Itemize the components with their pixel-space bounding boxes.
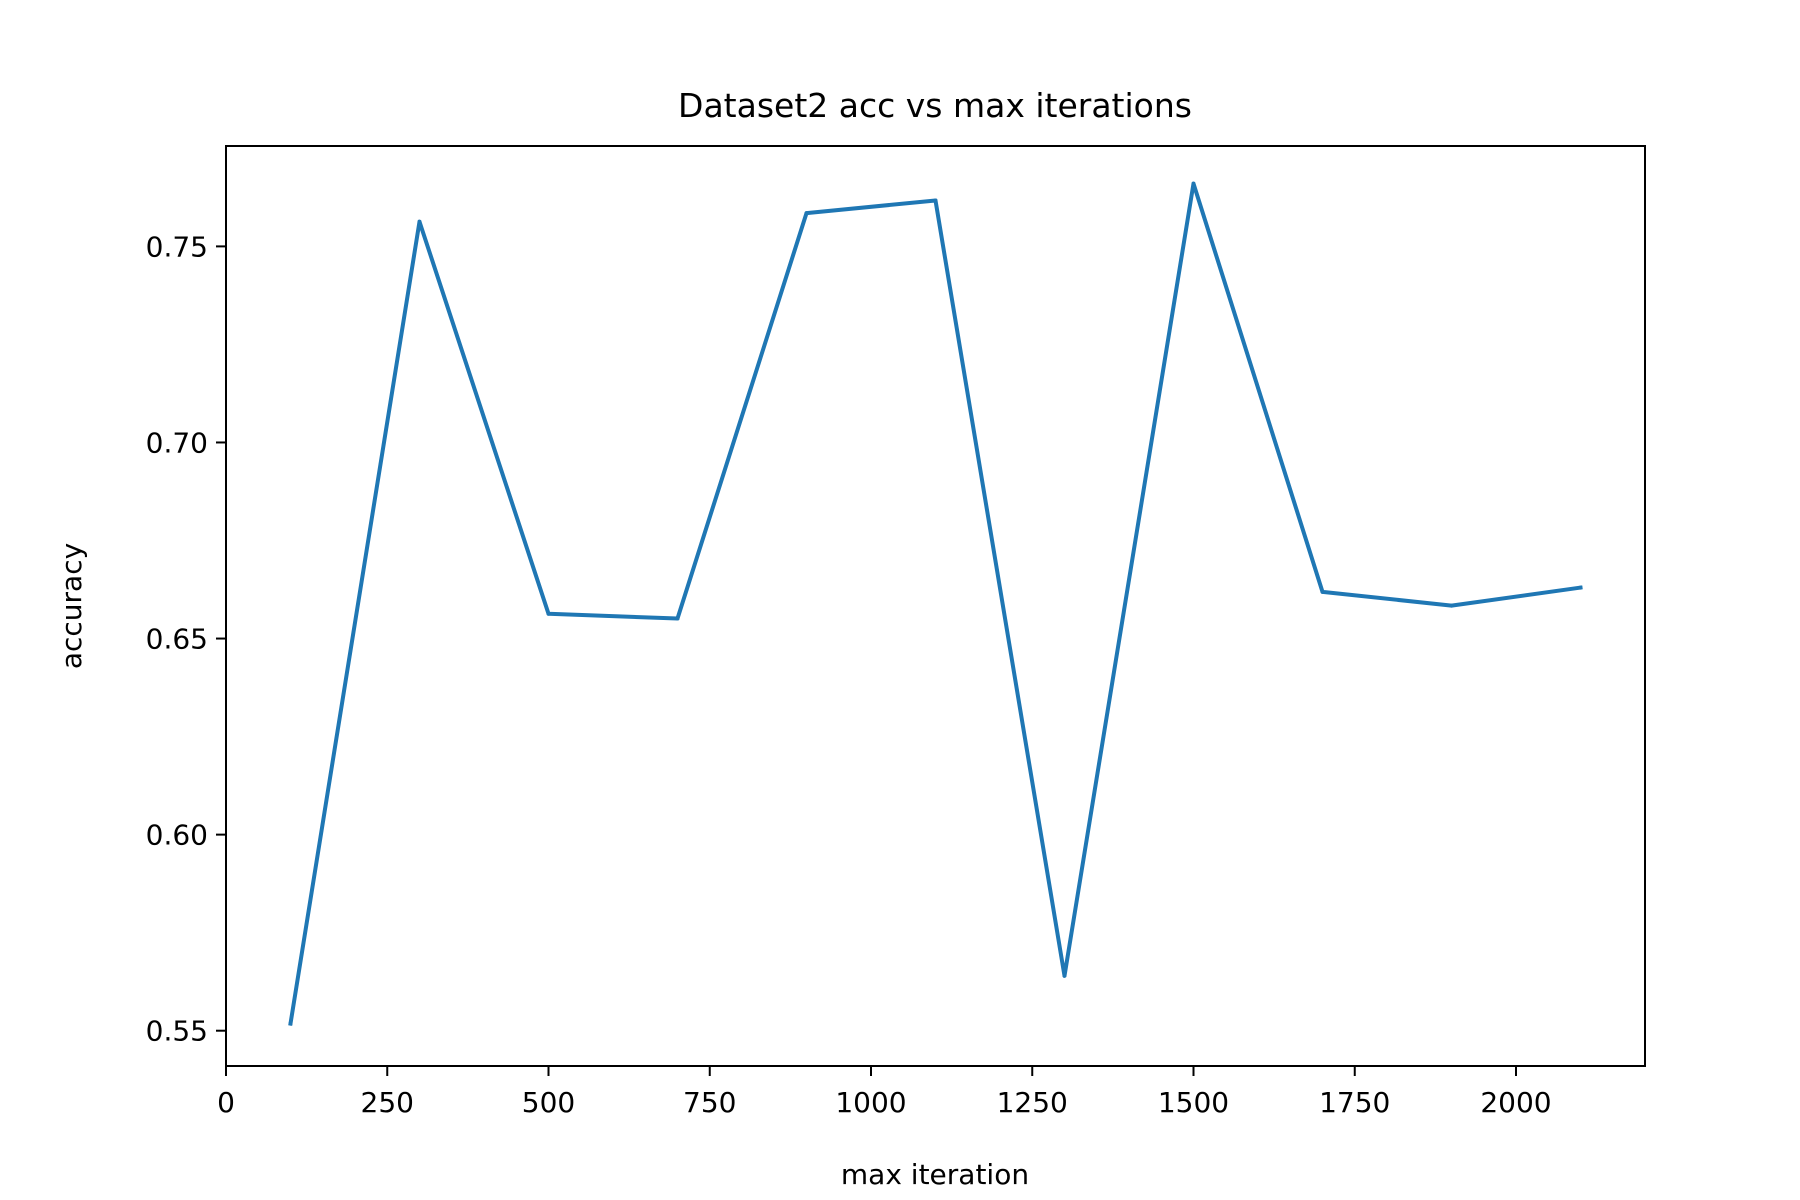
data-point <box>288 1021 293 1026</box>
y-axis-label: accuracy <box>55 543 88 669</box>
x-tick-label: 1250 <box>997 1086 1068 1119</box>
plot-frame <box>225 145 1646 1067</box>
data-point <box>1062 973 1067 978</box>
x-tick-label: 250 <box>361 1086 414 1119</box>
x-tick-label: 0 <box>217 1086 235 1119</box>
x-tick-label: 500 <box>522 1086 575 1119</box>
y-tick-label: 0.60 <box>146 819 208 852</box>
data-point <box>417 219 422 224</box>
y-tick-label: 0.70 <box>146 426 208 459</box>
data-point <box>804 211 809 216</box>
y-tick-label: 0.55 <box>146 1015 208 1048</box>
x-tick-label: 1500 <box>1158 1086 1229 1119</box>
plot-background <box>226 146 1645 1066</box>
plot-area <box>226 146 1645 1066</box>
y-tick-label: 0.65 <box>146 623 208 656</box>
data-point <box>1578 585 1583 590</box>
x-tick-label: 1000 <box>835 1086 906 1119</box>
x-tick-label: 750 <box>683 1086 736 1119</box>
y-axis: 0.55 0.60 0.65 0.70 0.75 <box>146 230 226 1048</box>
x-tick-label: 2000 <box>1480 1086 1551 1119</box>
x-axis-label: max iteration <box>841 1158 1029 1191</box>
data-point <box>1449 603 1454 608</box>
y-tick-label: 0.75 <box>146 230 208 263</box>
data-point <box>1191 181 1196 186</box>
data-point <box>933 198 938 203</box>
data-point <box>1320 589 1325 594</box>
series-layer <box>288 181 1583 1026</box>
x-axis: 0 250 500 750 1000 1250 1500 1750 2000 <box>217 1066 1552 1119</box>
data-point <box>546 611 551 616</box>
data-point <box>675 616 680 621</box>
chart-title: Dataset2 acc vs max iterations <box>678 86 1192 125</box>
x-tick-label: 1750 <box>1319 1086 1390 1119</box>
